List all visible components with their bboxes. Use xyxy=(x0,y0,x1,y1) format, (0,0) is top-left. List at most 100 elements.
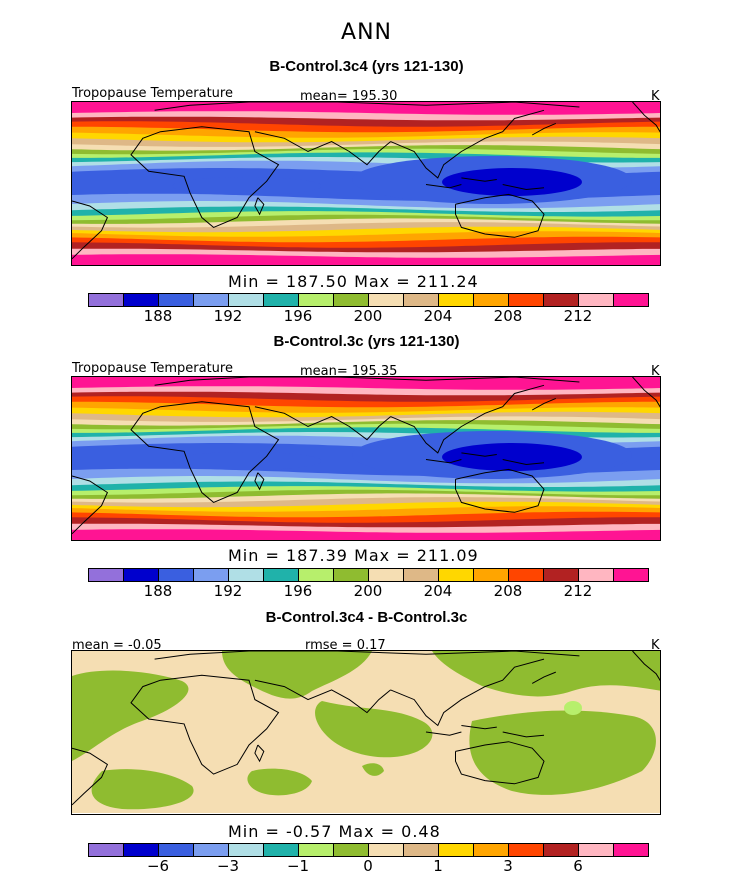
coastline xyxy=(154,377,580,386)
colorbar-swatch xyxy=(543,568,579,582)
colorbar-swatch xyxy=(473,843,509,857)
panel-1-units: K xyxy=(651,89,660,104)
coastline xyxy=(254,197,265,216)
colorbar-swatch xyxy=(368,568,404,582)
colorbar-tick-label: −3 xyxy=(216,857,240,875)
panel-1-variable-label: Tropopause Temperature xyxy=(72,86,233,101)
colorbar-swatch xyxy=(403,568,439,582)
coastline xyxy=(254,679,391,714)
colorbar-swatches xyxy=(88,568,649,582)
colorbar-swatch xyxy=(368,293,404,307)
difference-level-region xyxy=(247,768,312,796)
coastline xyxy=(425,184,462,189)
colorbar-swatch xyxy=(298,843,334,857)
panel-2-units: K xyxy=(651,364,660,379)
coastline xyxy=(425,459,462,464)
colorbar-swatch xyxy=(88,568,124,582)
panel-2-colorbar xyxy=(88,567,649,582)
panel-2-variable-label: Tropopause Temperature xyxy=(72,361,233,376)
panel-1-minmax: Min = 187.50 Max = 211.24 xyxy=(228,272,479,291)
colorbar-swatch xyxy=(543,843,579,857)
colorbar-tick-label: 200 xyxy=(353,582,383,600)
coastline xyxy=(632,651,660,682)
colorbar-swatch xyxy=(578,568,614,582)
colorbar-tick-label: 192 xyxy=(213,582,243,600)
colorbar-swatch xyxy=(543,293,579,307)
panel-3-units: K xyxy=(651,638,660,653)
coastline xyxy=(254,131,391,166)
colorbar-swatch xyxy=(123,293,159,307)
coastline xyxy=(72,200,109,260)
colorbar-tick-label: −6 xyxy=(146,857,170,875)
difference-level-region xyxy=(222,651,372,699)
colorbar-swatch xyxy=(473,293,509,307)
panel-3-minmax: Min = -0.57 Max = 0.48 xyxy=(228,822,441,841)
coastline xyxy=(390,109,545,179)
panel-3-title: B-Control.3c4 - B-Control.3c xyxy=(265,609,468,626)
coastline xyxy=(632,377,660,408)
coastline xyxy=(632,102,660,133)
colorbar-swatch xyxy=(158,293,194,307)
coastline xyxy=(531,671,556,684)
colorbar-swatch xyxy=(333,568,369,582)
colorbar-swatch xyxy=(333,293,369,307)
coastline xyxy=(154,651,580,660)
colorbar-swatch xyxy=(508,843,544,857)
coastline xyxy=(154,102,580,111)
coastline xyxy=(130,401,280,503)
coastline xyxy=(72,747,109,806)
colorbar-tick-label: 212 xyxy=(563,307,593,325)
difference-level-region xyxy=(315,701,433,758)
colorbar-swatch xyxy=(158,568,194,582)
coastline xyxy=(455,193,545,238)
colorbar-tick-label: 188 xyxy=(143,307,173,325)
colorbar-tick-label: 196 xyxy=(283,582,313,600)
difference-level-region xyxy=(72,670,189,761)
colorbar-swatch xyxy=(263,843,299,857)
cold-core-region xyxy=(172,452,322,470)
colorbar-tick-label: 0 xyxy=(363,857,373,875)
colorbar-tick-label: 204 xyxy=(423,582,453,600)
colorbar-swatch xyxy=(508,568,544,582)
difference-level-region xyxy=(469,710,656,795)
colorbar-swatch xyxy=(613,293,649,307)
colorbar-swatch xyxy=(403,293,439,307)
colorbar-tick-label: 208 xyxy=(493,307,523,325)
coastline xyxy=(455,468,545,513)
colorbar-swatch xyxy=(438,293,474,307)
colorbar-tick-label: −1 xyxy=(286,857,310,875)
difference-level-region xyxy=(564,701,582,715)
colorbar-swatch xyxy=(613,843,649,857)
colorbar-swatch xyxy=(158,843,194,857)
colorbar-swatch xyxy=(578,293,614,307)
colorbar-swatch xyxy=(263,568,299,582)
colorbar-swatch xyxy=(578,843,614,857)
colorbar-swatch xyxy=(193,843,229,857)
colorbar-swatch xyxy=(228,293,264,307)
colorbar-tick-label: 3 xyxy=(503,857,513,875)
colorbar-swatch xyxy=(228,843,264,857)
colorbar-swatch xyxy=(193,293,229,307)
panel-3-map xyxy=(71,650,661,815)
colorbar-swatches xyxy=(88,293,649,307)
panel-3-colorbar xyxy=(88,842,649,857)
colorbar-tick-label: 212 xyxy=(563,582,593,600)
coastline xyxy=(461,452,497,457)
coastline xyxy=(461,177,497,182)
colorbar-tick-label: 6 xyxy=(573,857,583,875)
colorbar-swatch xyxy=(298,568,334,582)
colorbar-swatch xyxy=(193,568,229,582)
colorbar-tick-label: 196 xyxy=(283,307,313,325)
panel-1-map xyxy=(71,101,661,266)
panel-2-title: B-Control.3c (yrs 121-130) xyxy=(273,333,460,350)
colorbar-swatch xyxy=(263,293,299,307)
panel-1-colorbar xyxy=(88,292,649,307)
panel-1-mean: mean= 195.30 xyxy=(300,89,398,104)
colorbar-swatch xyxy=(508,293,544,307)
colorbar-swatch xyxy=(228,568,264,582)
panel-3-contour-plot xyxy=(72,651,660,813)
difference-level-region xyxy=(72,709,94,738)
colorbar-tick-label: 208 xyxy=(493,582,523,600)
coastline xyxy=(72,475,109,535)
panel-3-rmse: rmse = 0.17 xyxy=(305,638,386,653)
